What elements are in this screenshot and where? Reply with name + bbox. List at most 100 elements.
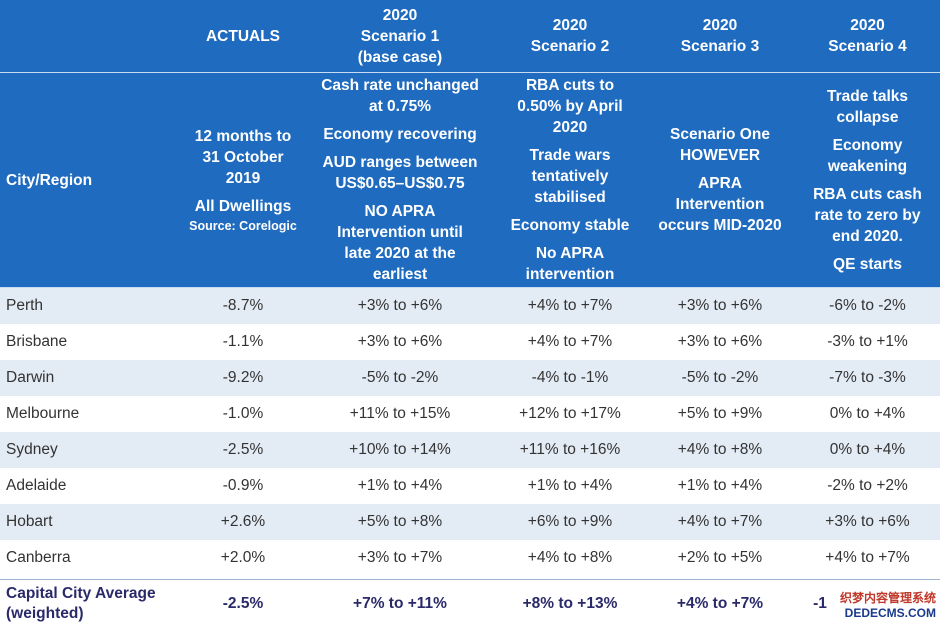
total-scenario2-value: +8% to +13% xyxy=(522,595,618,612)
scenario2-description: RBA cuts to 0.50% by April 2020 Trade wa… xyxy=(495,73,645,287)
total-row: Capital City Average (weighted) -2.5% +7… xyxy=(0,579,940,627)
scenario4-value: 0% to +4% xyxy=(829,405,906,422)
desc-line: stabilised xyxy=(534,189,606,206)
desc-line: 2020 xyxy=(552,119,588,136)
scenario3-value: +2% to +5% xyxy=(677,549,763,566)
total-scenario4-value: -1 xyxy=(813,595,827,612)
table-row: Darwin -9.2% -5% to -2% -4% to -1% -5% t… xyxy=(0,360,940,396)
col-title-year: 2020 xyxy=(382,6,418,24)
table-row: Canberra +2.0% +3% to +7% +4% to +8% +2%… xyxy=(0,540,940,576)
scenario1-description: Cash rate unchanged at 0.75% Economy rec… xyxy=(305,73,495,287)
desc-line: APRA xyxy=(698,175,742,192)
actual-value: -2.5% xyxy=(222,441,264,458)
watermark: 织梦内容管理系统 DEDECMS.COM xyxy=(830,591,940,627)
col-title: Scenario 2 xyxy=(530,38,610,55)
actual-value: -9.2% xyxy=(222,369,264,386)
scenario4-value: 0% to +4% xyxy=(829,441,906,458)
actual-value: -1.0% xyxy=(222,405,264,422)
desc-line: intervention xyxy=(525,266,615,283)
scenario2-value: +11% to +16% xyxy=(519,441,621,458)
scenario1-value: +11% to +15% xyxy=(349,405,451,422)
desc-line: 2019 xyxy=(225,169,261,187)
scenario2-value: +4% to +8% xyxy=(527,549,613,566)
desc-line: RBA cuts cash xyxy=(813,185,922,203)
scenario3-description: Scenario One HOWEVER APRA Intervention o… xyxy=(645,73,795,287)
desc-line: RBA cuts to xyxy=(525,77,615,94)
source-note: Source: Corelogic xyxy=(189,218,297,233)
desc-line: at 0.75% xyxy=(368,98,432,115)
desc-line: AUD ranges between xyxy=(322,154,478,171)
col-title: Scenario 1 xyxy=(360,27,440,45)
city-name: Hobart xyxy=(6,513,53,530)
scenario3-value: +3% to +6% xyxy=(677,333,763,350)
total-scenario3-value: +4% to +7% xyxy=(676,595,764,612)
scenario3-value: +3% to +6% xyxy=(677,297,763,314)
table-row: Brisbane -1.1% +3% to +6% +4% to +7% +3%… xyxy=(0,324,940,360)
desc-line: Trade wars xyxy=(529,147,611,164)
actual-value: -8.7% xyxy=(222,297,264,314)
desc-line: rate to zero by xyxy=(814,206,921,224)
city-name: Canberra xyxy=(6,549,71,566)
col-title: Scenario 3 xyxy=(680,38,760,55)
scenario1-value: +3% to +6% xyxy=(357,297,443,314)
scenario1-value: +3% to +6% xyxy=(357,333,443,350)
desc-line: Scenario One xyxy=(670,126,770,143)
desc-line: All Dwellings xyxy=(194,197,292,215)
col-header-actuals: ACTUALS xyxy=(150,0,336,72)
scenario3-value: +4% to +8% xyxy=(677,441,763,458)
desc-line: 0.50% by April xyxy=(517,98,623,115)
scenario1-value: +3% to +7% xyxy=(357,549,443,566)
actual-value: +2.6% xyxy=(220,513,266,530)
table-row: Sydney -2.5% +10% to +14% +11% to +16% +… xyxy=(0,432,940,468)
desc-line: Intervention xyxy=(675,196,765,213)
scenario4-value: -7% to -3% xyxy=(829,369,906,386)
scenario2-value: +4% to +7% xyxy=(527,333,613,350)
desc-line: HOWEVER xyxy=(679,147,761,164)
table-row: Perth -8.7% +3% to +6% +4% to +7% +3% to… xyxy=(0,288,940,324)
actuals-description: 12 months to 31 October 2019 All Dwellin… xyxy=(170,73,316,287)
actual-value: -0.9% xyxy=(222,477,264,494)
col-title-year: 2020 xyxy=(702,17,738,34)
actual-value: -1.1% xyxy=(222,333,264,350)
col-title-year: 2020 xyxy=(552,17,588,34)
col-title: ACTUALS xyxy=(205,27,281,45)
city-name: Melbourne xyxy=(6,405,80,422)
desc-line: collapse xyxy=(836,108,899,126)
actual-value: +2.0% xyxy=(220,549,266,566)
scenario1-value: +1% to +4% xyxy=(357,477,443,494)
total-city-label: Capital City Average (weighted) xyxy=(6,580,156,631)
scenario1-value: +5% to +8% xyxy=(357,513,443,530)
scenario4-value: -2% to +2% xyxy=(827,477,908,494)
desc-line: QE starts xyxy=(833,255,902,273)
desc-line: 31 October xyxy=(202,148,284,166)
scenario3-value: -5% to -2% xyxy=(681,369,759,386)
scenario2-value: +6% to +9% xyxy=(527,513,613,530)
desc-line: US$0.65–US$0.75 xyxy=(335,175,465,192)
scenario2-value: +4% to +7% xyxy=(527,297,613,314)
city-name: Sydney xyxy=(6,441,58,458)
scenario2-value: +1% to +4% xyxy=(527,477,613,494)
city-name: Brisbane xyxy=(6,333,68,350)
scenario4-value: -6% to -2% xyxy=(829,297,906,314)
city-name: Perth xyxy=(6,297,44,314)
scenario2-value: -4% to -1% xyxy=(531,369,609,386)
desc-line: weakening xyxy=(827,157,908,175)
col-subtitle: (base case) xyxy=(357,48,443,66)
table-header xyxy=(0,0,940,288)
col-header-scenario4: 2020 Scenario 4 xyxy=(795,0,940,72)
total-actual-value: -2.5% xyxy=(222,595,264,612)
desc-line: Economy recovering xyxy=(323,126,477,143)
scenario4-description: Trade talks collapse Economy weakening R… xyxy=(795,73,940,287)
city-name: Darwin xyxy=(6,369,55,386)
desc-line: Intervention until xyxy=(337,224,463,241)
scenario2-value: +12% to +17% xyxy=(519,405,621,422)
desc-line: end 2020. xyxy=(832,227,903,245)
desc-line: No APRA xyxy=(535,245,605,262)
total-label-line: Capital City Average xyxy=(6,585,156,602)
col-title: Scenario 4 xyxy=(828,38,907,55)
scenario4-value: +3% to +6% xyxy=(825,513,910,530)
desc-line: occurs MID-2020 xyxy=(658,217,782,234)
total-scenario1-value: +7% to +11% xyxy=(353,595,447,612)
table-row: Melbourne -1.0% +11% to +15% +12% to +17… xyxy=(0,396,940,432)
